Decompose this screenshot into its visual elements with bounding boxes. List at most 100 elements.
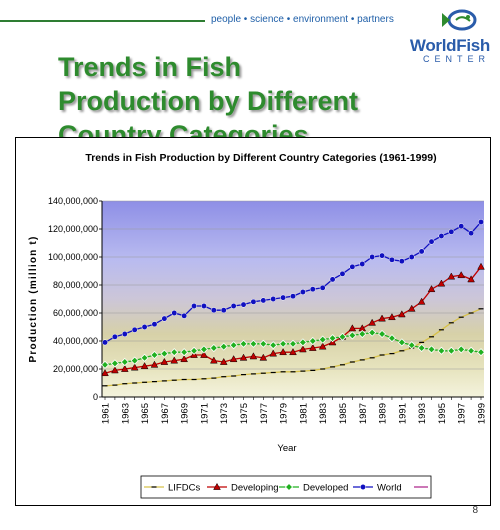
slide-title: Trends in Fish Production by Different C… (58, 52, 359, 150)
data-point-world (151, 321, 158, 328)
data-point-world (111, 333, 118, 340)
legend-item-world: World (353, 483, 402, 494)
data-point-world (102, 339, 108, 346)
series-layer (100, 219, 486, 387)
data-point-developing (239, 353, 248, 361)
x-tick-label: 1979 (279, 403, 290, 424)
data-point-world (398, 258, 405, 265)
data-point-world (418, 248, 425, 255)
worldfish-logo: WorldFish CENTER (410, 36, 490, 64)
data-point-developed (219, 342, 228, 351)
data-point-developing (279, 348, 287, 356)
legend-label-developed: Developed (303, 483, 348, 494)
data-point-world (428, 238, 435, 245)
data-point-world (359, 261, 366, 267)
y-axis: 0 20,000,000 40,000,000 60,000,000 80,000,00… (48, 196, 103, 402)
data-point-developed (110, 359, 119, 368)
data-point-world (270, 296, 277, 302)
data-point-developing (269, 349, 278, 357)
data-point-developing (299, 345, 307, 353)
y-axis-label: Production (million t) (28, 236, 39, 363)
header-tagline: people • science • environment • partner… (211, 14, 394, 25)
data-point-developed (387, 334, 397, 343)
logo-name: WorldFish (409, 36, 490, 55)
data-point-world (438, 233, 445, 239)
data-point-world (121, 331, 128, 337)
legend-label-world: World (377, 483, 402, 494)
data-point-developing (427, 285, 436, 293)
data-point-developing (219, 357, 228, 365)
header-rule (0, 20, 205, 22)
data-point-world (369, 254, 376, 260)
data-point-world (220, 307, 227, 314)
data-point-developed (338, 332, 347, 341)
data-point-developing (150, 360, 159, 368)
data-point-developed (328, 334, 337, 343)
data-point-developing (467, 275, 475, 283)
data-point-world (161, 315, 168, 322)
data-point-developing (308, 343, 317, 351)
data-point-developed (417, 343, 426, 353)
data-point-developed (120, 357, 129, 367)
data-point-developed (180, 348, 189, 357)
data-point-developing (259, 353, 268, 361)
data-point-developed (437, 346, 446, 355)
data-point-developed (279, 339, 288, 348)
y-tick-label: 20,000,000 (53, 364, 98, 374)
data-point-world (319, 284, 326, 291)
data-point-developing (249, 352, 258, 360)
data-point-developed (298, 338, 307, 347)
data-point-world (468, 230, 475, 237)
data-point-developing (210, 356, 218, 364)
data-point-world (339, 270, 346, 277)
chart-title: Trends in Fish Production by Different C… (85, 152, 436, 164)
data-point-developed (130, 356, 139, 365)
y-tick-label: 80,000,000 (53, 280, 98, 290)
data-point-world (280, 294, 287, 301)
data-point-developed (348, 331, 357, 340)
data-point-world (210, 307, 217, 314)
data-point-developed (457, 345, 466, 354)
data-point-world (230, 303, 237, 309)
data-point-developed (160, 349, 169, 358)
x-tick-label: 1975 (239, 403, 250, 424)
data-point-developing (398, 310, 406, 318)
data-point-world (250, 298, 257, 305)
x-tick-label: 1961 (101, 403, 112, 424)
line-chart: Trends in Fish Production by Different C… (28, 152, 488, 499)
data-point-world (458, 223, 465, 230)
data-point-world (191, 303, 198, 309)
data-point-world (181, 312, 188, 319)
data-point-world (260, 297, 267, 304)
data-point-developed (368, 328, 377, 337)
x-tick-label: 1965 (140, 403, 151, 424)
data-point-developed (209, 343, 218, 353)
data-point-developing (180, 355, 188, 363)
data-point-world (478, 219, 484, 225)
x-axis-label: Year (277, 443, 296, 454)
data-point-world (448, 228, 455, 235)
data-point-developing (417, 297, 426, 305)
data-point-world (299, 289, 306, 295)
data-point-developed (467, 346, 476, 355)
page-number: 8 (472, 505, 478, 516)
data-point-developing (318, 342, 327, 350)
data-point-developed (140, 353, 149, 362)
data-point-developing (457, 271, 466, 279)
legend-marker-developed (284, 482, 294, 492)
data-point-developed (249, 339, 258, 348)
data-point-developing (348, 324, 357, 332)
x-tick-label: 1991 (397, 403, 408, 424)
data-point-developed (150, 350, 159, 360)
logo-subtitle: CENTER (422, 54, 490, 64)
legend-item-developed: Developed (279, 483, 348, 494)
data-point-developed (239, 339, 248, 348)
y-tick-label: 140,000,000 (48, 196, 98, 206)
x-tick-label: 1999 (477, 403, 488, 424)
y-tick-label: 0 (93, 392, 98, 402)
x-tick-label: 1971 (199, 403, 210, 424)
data-point-world (379, 252, 386, 259)
chart-frame: Trends in Fish Production by Different C… (15, 137, 491, 506)
x-tick-label: 1993 (417, 403, 428, 424)
data-point-world (171, 310, 178, 316)
